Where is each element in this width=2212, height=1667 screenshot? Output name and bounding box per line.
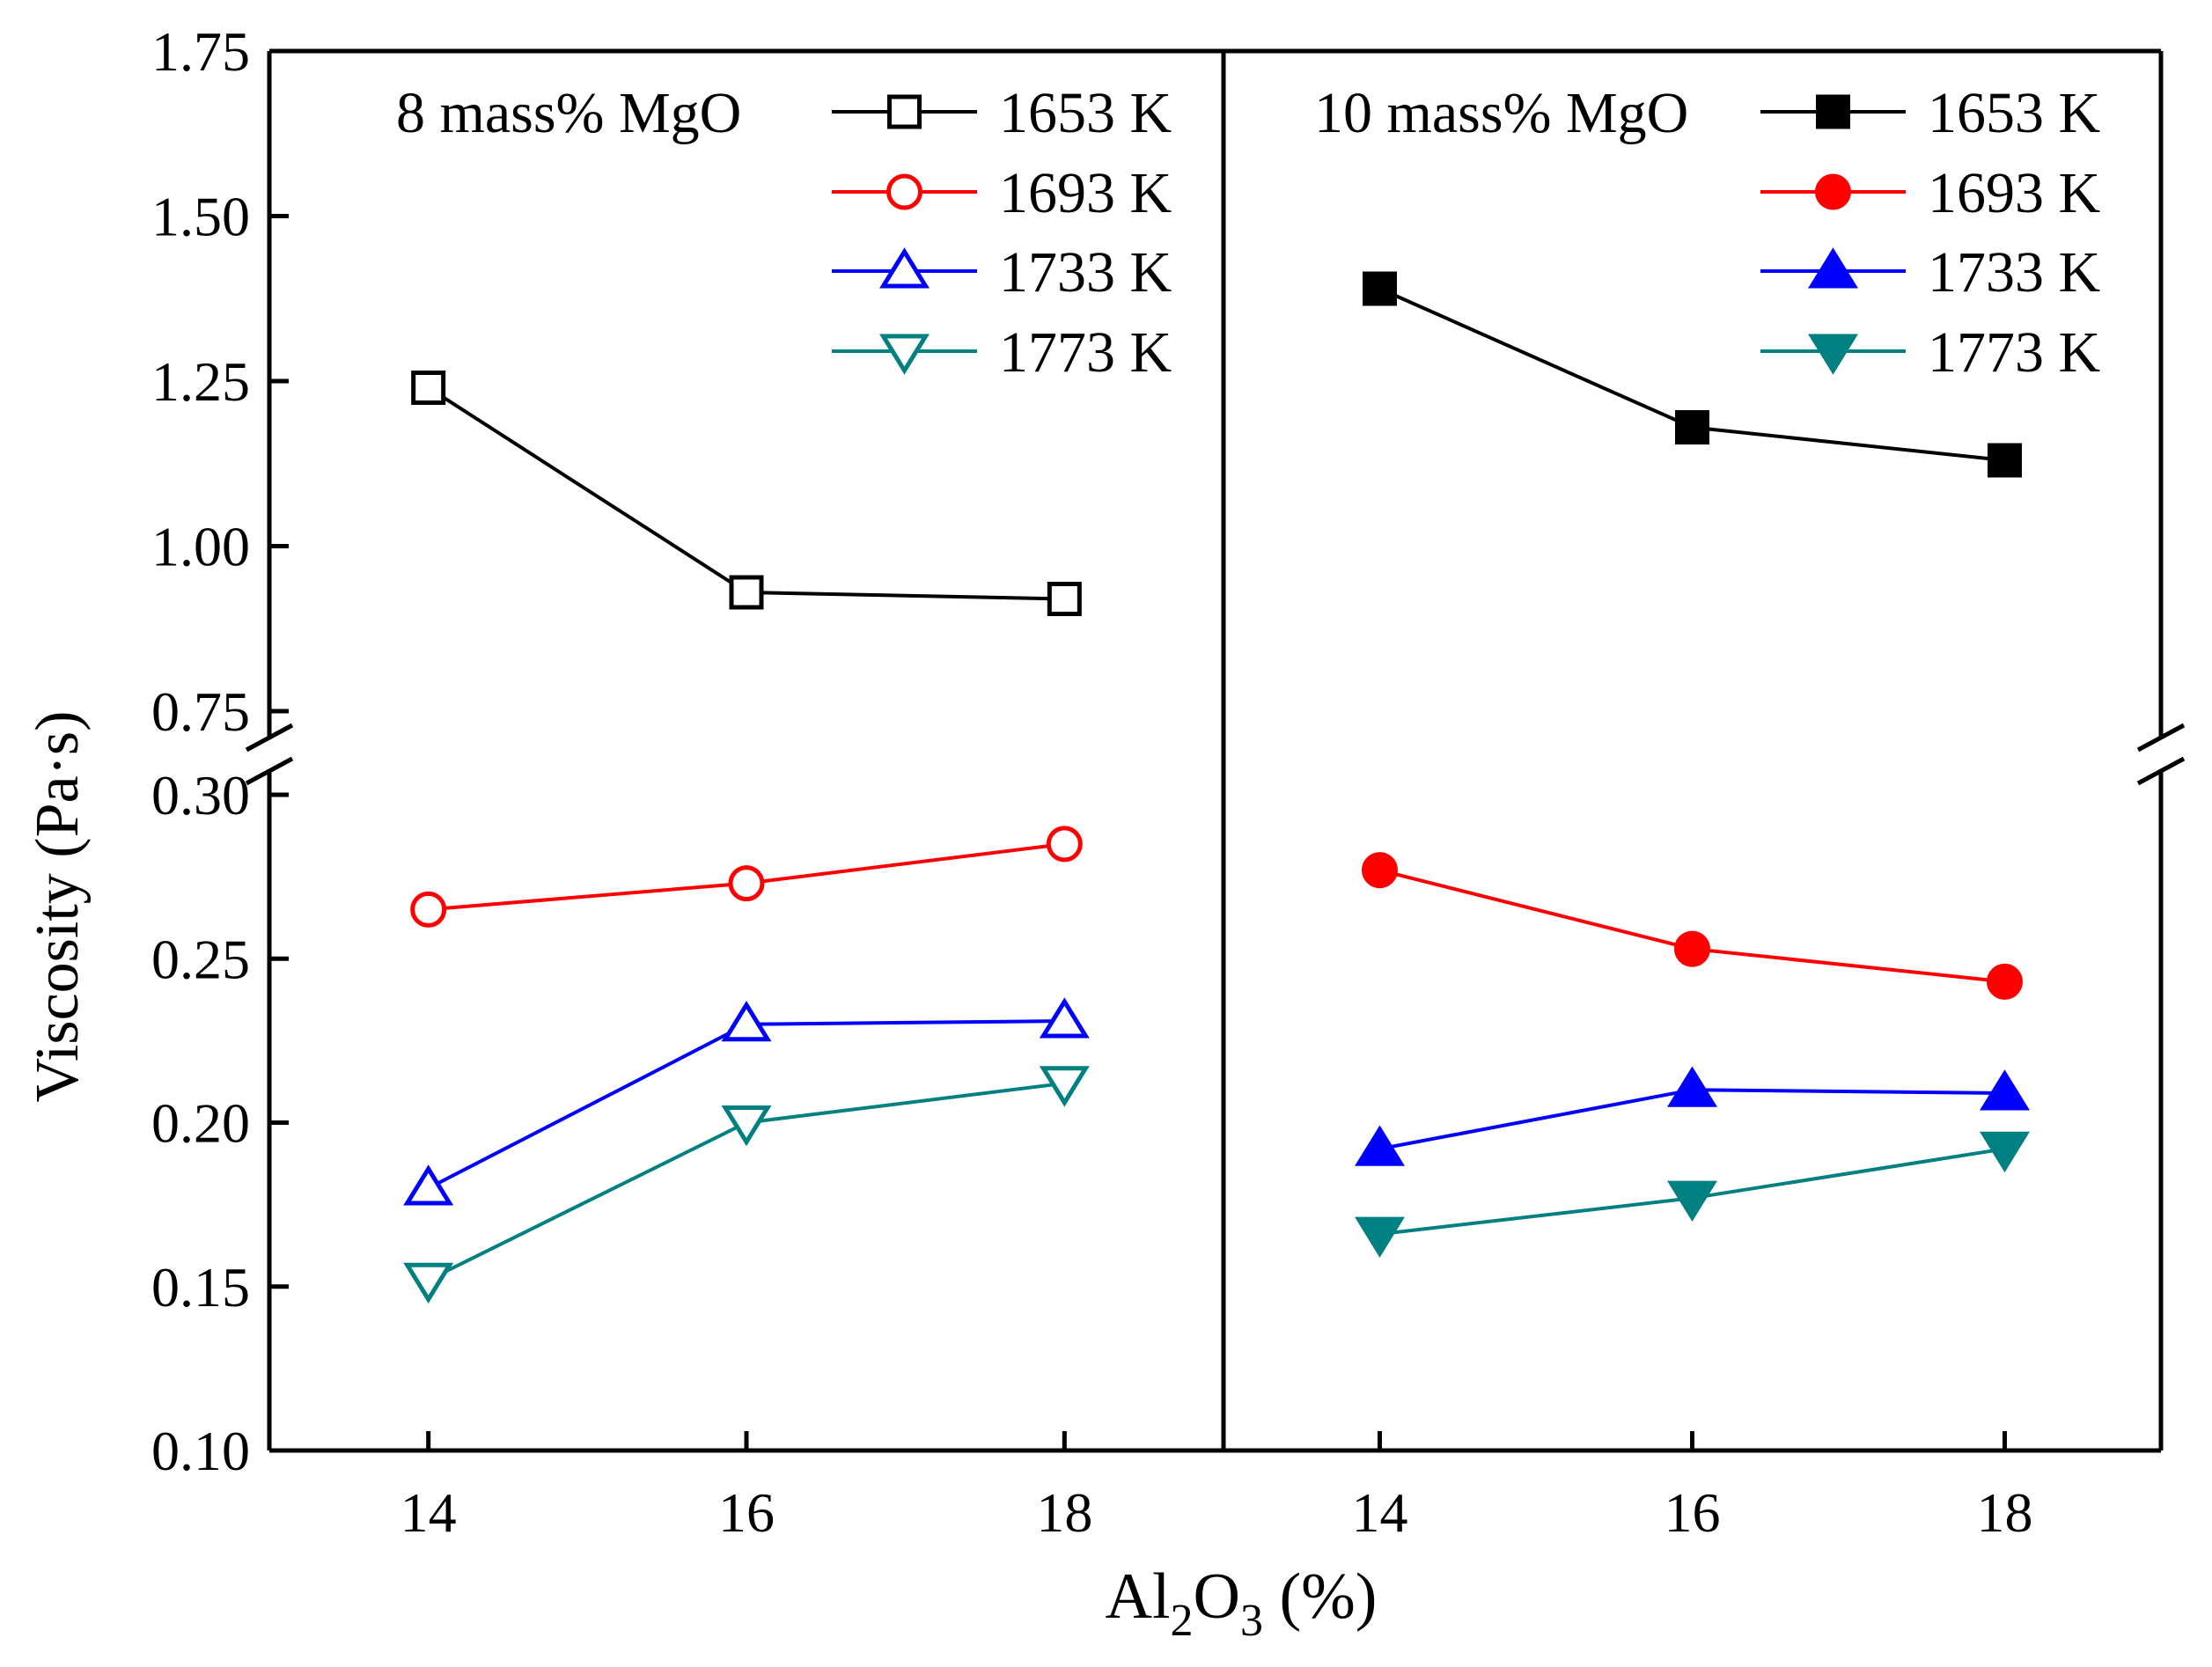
y-tick-label: 1.25 <box>151 350 250 413</box>
data-point <box>1046 826 1083 863</box>
data-point <box>1039 997 1090 1039</box>
data-point <box>728 865 765 902</box>
y-tick-label: 0.20 <box>151 1092 250 1155</box>
data-point <box>1047 582 1082 616</box>
series-mgo10-1693k <box>1362 852 2023 1000</box>
legend-label: 1773 K <box>1928 320 2100 385</box>
series-mgo10-1773k <box>1355 1131 2030 1258</box>
legend-marker <box>1816 94 1850 129</box>
data-point <box>1980 1069 2030 1111</box>
axis-break-mark <box>245 723 294 753</box>
axis-break-gap <box>2135 738 2187 770</box>
data-point <box>1355 1125 1405 1166</box>
y-tick-label: 0.15 <box>151 1256 250 1318</box>
legend-entry: 1773 K <box>832 320 1172 385</box>
panel-title: 8 mass% MgO <box>396 81 741 145</box>
series-line <box>427 1019 1065 1190</box>
axis-break-mark <box>245 756 294 786</box>
legend-entry: 1693 K <box>832 161 1172 225</box>
plot-frame <box>243 48 2187 1453</box>
series-line <box>427 386 1065 601</box>
legend-entry: 1653 K <box>1760 81 2100 145</box>
data-point <box>1355 1216 1405 1258</box>
series-mgo10-1653k <box>1363 271 2022 478</box>
data-point <box>1667 1066 1717 1107</box>
legend-marker <box>879 247 930 289</box>
x-axis-label: Al2O3 (%) <box>1106 1561 1378 1646</box>
legend-entry: 1693 K <box>1760 161 2100 225</box>
y-tick-label: 0.75 <box>151 680 250 743</box>
y-tick-label: 1.00 <box>151 516 250 578</box>
panel-title: 10 mass% MgO <box>1314 81 1688 145</box>
axis-break-mark <box>2136 723 2186 753</box>
data-point <box>1675 410 1709 444</box>
data-point <box>1988 443 2022 478</box>
legend-entry: 1733 K <box>832 240 1172 305</box>
y-axis: 0.10 0.15 0.20 0.25 0.30 0.75 1.00 1.25 1.50 1.75 <box>151 20 289 1482</box>
data-point <box>1362 852 1398 889</box>
legend-marker <box>1815 173 1851 210</box>
legend-marker <box>886 173 922 210</box>
data-point <box>721 1000 772 1042</box>
data-point <box>410 891 447 928</box>
data-point <box>1667 1180 1717 1222</box>
legend-entry: 1773 K <box>1760 320 2100 385</box>
series-mgo8-1653k <box>411 371 1082 616</box>
x-axis: 14 16 18 14 16 18 <box>401 1431 2033 1544</box>
legend-label: 1693 K <box>1928 161 2100 225</box>
legend-marker <box>879 334 930 375</box>
data-point <box>1987 963 2023 1000</box>
x-tick-label: 16 <box>718 1481 775 1544</box>
x-tick-label: 18 <box>1036 1481 1092 1544</box>
y-axis-label: Viscosity (Pa·s) <box>24 711 92 1103</box>
y-tick-label: 1.75 <box>151 20 250 83</box>
axis-break-mark <box>2136 756 2186 786</box>
y-tick-label: 0.10 <box>151 1420 250 1482</box>
data-point <box>1674 930 1710 967</box>
legend-entry: 1733 K <box>1760 240 2100 305</box>
x-tick-label: 18 <box>1977 1481 2033 1544</box>
legend-entry: 1653 K <box>832 81 1172 145</box>
data-point <box>403 1262 454 1304</box>
data-point <box>1039 1066 1090 1107</box>
legend-label: 1773 K <box>999 320 1172 385</box>
series-mgo10-1733k <box>1355 1066 2030 1166</box>
x-tick-label: 16 <box>1665 1481 1721 1544</box>
series-layer <box>403 271 2030 1304</box>
legend-marker <box>1808 247 1858 289</box>
legend-layer: 8 mass% MgO 1653 K 1693 K 1733 K 1773 K 10 ma… <box>396 81 2100 385</box>
legend-label: 1693 K <box>999 161 1172 225</box>
y-tick-label: 0.30 <box>151 764 250 826</box>
legend-label: 1733 K <box>999 240 1172 305</box>
series-mgo8-1733k <box>403 997 1090 1206</box>
series-mgo8-1693k <box>410 826 1083 928</box>
data-point <box>1980 1131 2030 1173</box>
legend-label: 1733 K <box>1928 240 2100 305</box>
legend-label: 1653 K <box>1928 81 2100 145</box>
legend-label: 1653 K <box>999 81 1172 145</box>
y-tick-label: 1.50 <box>151 186 250 248</box>
y-tick-label: 0.25 <box>151 928 250 990</box>
legend-marker <box>887 94 922 129</box>
x-tick-label: 14 <box>401 1481 457 1544</box>
data-point <box>411 371 446 405</box>
series-mgo8-1773k <box>403 1066 1090 1304</box>
data-point <box>1363 271 1397 306</box>
x-tick-label: 14 <box>1352 1481 1408 1544</box>
data-point <box>721 1105 772 1147</box>
data-point <box>403 1164 454 1206</box>
axis-break-gap <box>243 738 296 770</box>
data-point <box>729 575 764 610</box>
legend-marker <box>1808 334 1858 375</box>
